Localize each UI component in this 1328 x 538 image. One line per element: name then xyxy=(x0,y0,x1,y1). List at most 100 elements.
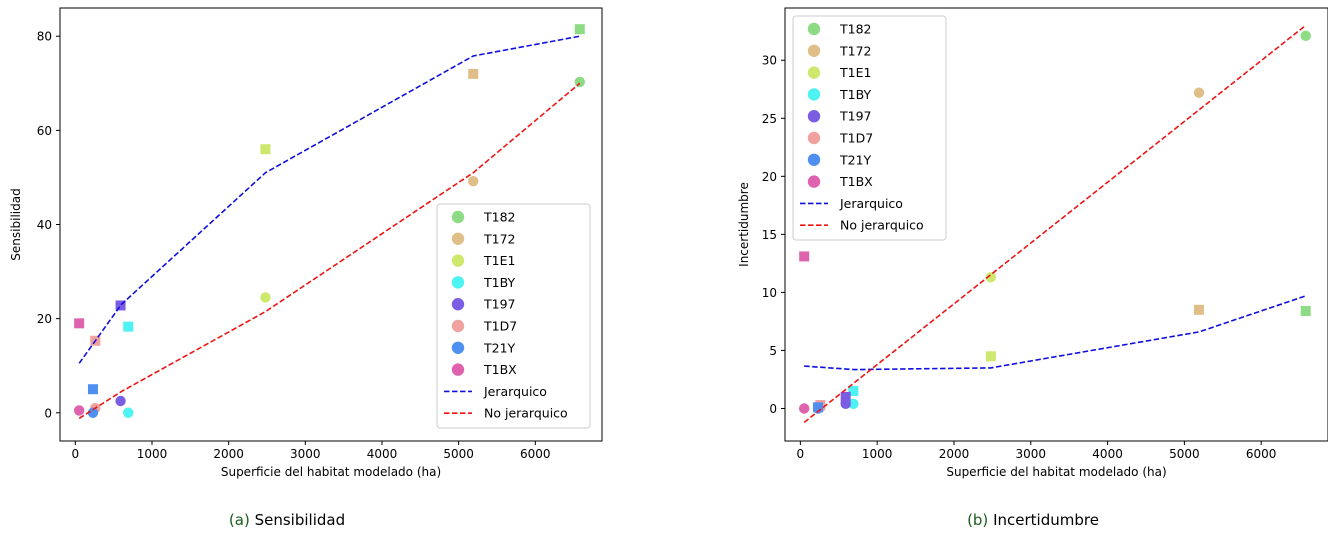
x-axis-label: Superficie del habitat modelado (ha) xyxy=(946,465,1166,479)
y-tick-label: 15 xyxy=(762,228,777,242)
legend-label-jerarquico: Jerarquico xyxy=(839,196,903,211)
point-t1bx-square xyxy=(74,318,85,329)
x-tick-label: 3000 xyxy=(1015,447,1046,461)
legend-marker-t1d7 xyxy=(451,319,465,333)
legend-label-jerarquico: Jerarquico xyxy=(483,384,547,399)
plot-frame xyxy=(59,7,603,442)
caption-b-tag: (b) xyxy=(967,511,989,529)
y-tick-label: 40 xyxy=(37,218,52,232)
point-t197-circle xyxy=(840,398,851,410)
legend-label-t21y: T21Y xyxy=(483,340,516,355)
point-t172-square xyxy=(1193,304,1204,315)
y-axis-label: Sensibilidad xyxy=(9,188,23,260)
y-tick-label: 5 xyxy=(769,344,777,358)
x-tick-label: 6000 xyxy=(520,447,551,461)
legend-marker-t1bx xyxy=(451,363,465,376)
point-t21y-circle xyxy=(812,403,824,414)
point-t197-square xyxy=(115,300,126,311)
caption-b: (b) Incertidumbre xyxy=(967,511,1099,529)
point-t197-square xyxy=(840,391,851,402)
point-t1e1-square xyxy=(985,351,996,362)
legend-marker-t1d7 xyxy=(807,131,821,145)
legend-label-t1e1: T1E1 xyxy=(839,65,871,80)
legend-label-no-jerarquico: No jerarquico xyxy=(840,218,924,233)
x-tick-label: 4000 xyxy=(367,447,398,461)
x-tick-label: 2000 xyxy=(939,447,970,461)
legend-label-t172: T172 xyxy=(839,43,872,58)
point-t1by-square xyxy=(123,321,134,332)
point-t21y-square xyxy=(87,384,98,395)
y-tick-label: 25 xyxy=(762,112,777,126)
point-t172-circle xyxy=(468,176,479,187)
point-t1e1-square xyxy=(260,144,271,155)
y-tick-label: 30 xyxy=(762,54,777,68)
caption-a: (a) Sensibilidad xyxy=(229,511,345,529)
legend-marker-t172 xyxy=(807,44,821,57)
legend-marker-t21y xyxy=(807,153,821,166)
point-t172-circle xyxy=(1193,87,1205,98)
y-tick-label: 20 xyxy=(762,170,777,184)
x-tick-label: 0 xyxy=(72,447,80,461)
y-tick-label: 10 xyxy=(762,286,777,300)
legend-marker-t182 xyxy=(807,22,821,36)
legend-label-t1e1: T1E1 xyxy=(483,253,515,268)
x-tick-label: 4000 xyxy=(1092,447,1123,461)
legend-label-t21y: T21Y xyxy=(839,152,872,167)
chart-panel-b: 0 1000 2000 3000 4000 5000 6000 0 5 10 15 20 25 30 Sup… xyxy=(737,7,1328,479)
x-tick-label: 2000 xyxy=(213,447,244,461)
legend-marker-t1bx xyxy=(807,175,821,188)
legend-label-t197: T197 xyxy=(839,109,872,124)
point-t1bx-square xyxy=(799,251,810,262)
caption-b-text: Incertidumbre xyxy=(993,511,1099,529)
line-jerarquico xyxy=(804,295,1306,371)
point-t182-circle xyxy=(1300,30,1311,42)
x-tick-label: 5000 xyxy=(1169,447,1200,461)
x-axis-label: Superficie del habitat modelado (ha) xyxy=(221,465,441,479)
x-tick-label: 6000 xyxy=(1246,447,1277,461)
caption-a-text: Sensibilidad xyxy=(254,511,346,529)
legend-marker-t197 xyxy=(451,298,465,311)
point-t1e1-circle xyxy=(985,272,997,283)
legend-label-t1bx: T1BX xyxy=(839,174,873,189)
point-t182-square xyxy=(574,24,585,35)
point-t1by-circle xyxy=(123,407,134,418)
y-tick-label: 80 xyxy=(37,30,52,44)
point-t1bx-circle xyxy=(73,405,85,416)
chart-panel-a: 0 1000 2000 3000 4000 5000 6000 0 20 40 60 80 Superf… xyxy=(9,7,603,479)
y-tick-label: 0 xyxy=(769,402,777,416)
legend-label-t182: T182 xyxy=(839,22,872,37)
point-t172-square xyxy=(468,68,479,79)
legend-label-t1bx: T1BX xyxy=(483,362,517,377)
caption-a-tag: (a) xyxy=(228,511,250,529)
legend-label-t197: T197 xyxy=(483,297,516,312)
point-t182-circle xyxy=(574,76,585,88)
y-tick-label: 60 xyxy=(37,124,52,138)
legend-marker-t197 xyxy=(807,110,821,123)
legend: T182 T172 T1E1 T1BY T197 T1D7 T21Y T1BX Jerarqui… xyxy=(436,203,591,429)
point-t1bx-circle xyxy=(799,403,810,414)
legend-label-t1by: T1BY xyxy=(839,87,871,102)
point-t182-square xyxy=(1300,305,1311,316)
legend-marker-t1e1 xyxy=(451,254,465,267)
plot-frame xyxy=(784,7,1328,442)
point-t197-circle xyxy=(115,395,126,407)
x-tick-label: 1000 xyxy=(137,447,168,461)
legend-label-t1by: T1BY xyxy=(483,275,515,290)
legend-marker-t1by xyxy=(807,88,821,101)
legend-box xyxy=(436,203,591,429)
line-no-jerarquico xyxy=(78,82,581,420)
y-axis-label: Incertidumbre xyxy=(737,182,751,267)
legend-label-t172: T172 xyxy=(483,231,516,246)
legend-marker-t1by xyxy=(451,276,465,289)
point-t1by-circle xyxy=(848,398,859,410)
point-t1by-square xyxy=(848,386,859,397)
x-tick-label: 1000 xyxy=(862,447,893,461)
x-tick-label: 5000 xyxy=(443,447,474,461)
legend-marker-t21y xyxy=(451,341,465,354)
legend-marker-t172 xyxy=(451,232,465,245)
legend-label-t1d7: T1D7 xyxy=(839,131,873,146)
y-tick-label: 20 xyxy=(37,312,52,326)
legend-marker-t1e1 xyxy=(807,66,821,79)
legend-label-t1d7: T1D7 xyxy=(483,319,517,334)
